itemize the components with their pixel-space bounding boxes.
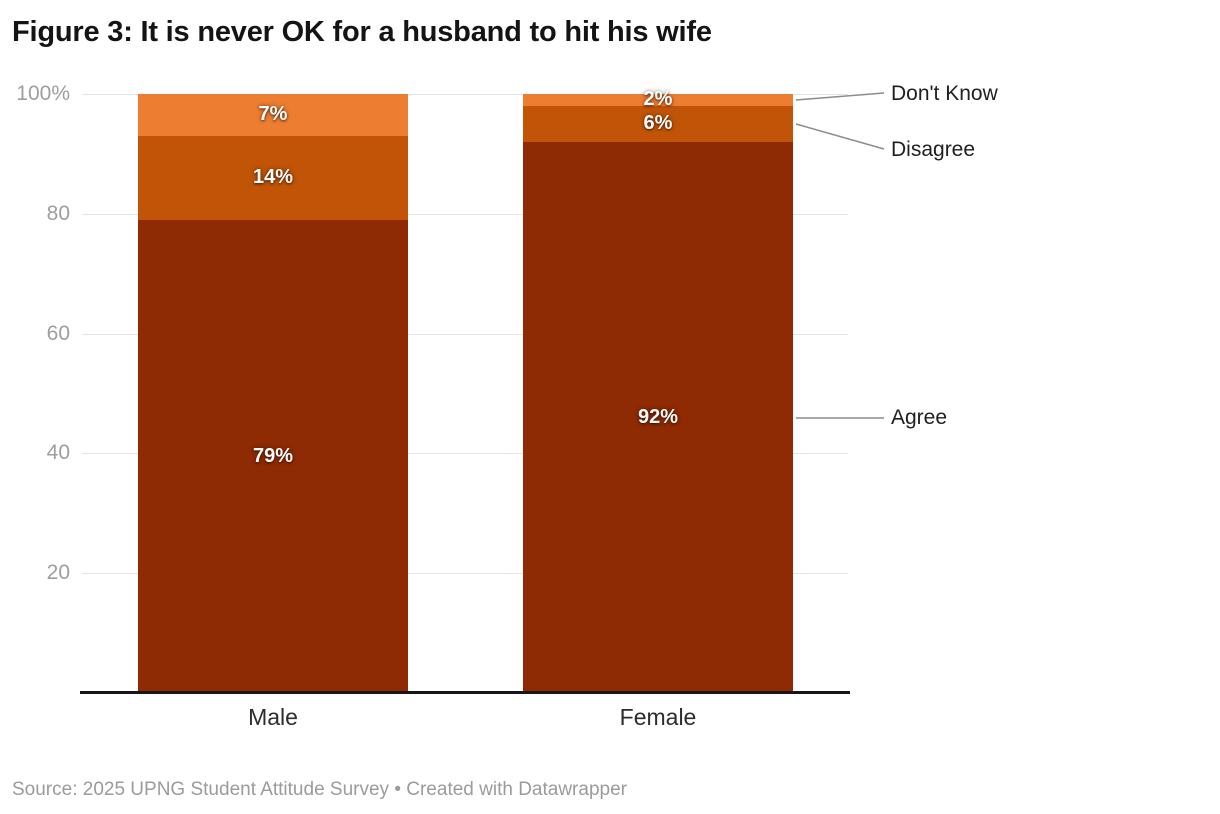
bar-value-label: 6%: [643, 112, 673, 135]
gridline: [82, 333, 848, 335]
y-axis-tick-label: 100%: [16, 82, 70, 105]
bar-segment-don-t-know: 7%: [138, 94, 408, 136]
bar-male: 7% 14% 79%: [138, 94, 408, 693]
bar-segment-disagree: 14%: [138, 135, 408, 220]
legend-label-dont-know: Don't Know: [891, 82, 998, 105]
legend-label-disagree: Disagree: [891, 138, 976, 161]
bar-value-label: 14%: [252, 166, 294, 189]
bar-segment-disagree: 6%: [523, 105, 793, 142]
x-axis-line: [80, 691, 850, 694]
gridline: [82, 573, 848, 575]
x-axis-label-female: Female: [619, 704, 697, 730]
chart-title: Figure 3: It is never OK for a husband t…: [12, 16, 712, 48]
source-footer: Source: 2025 UPNG Student Attitude Surve…: [12, 779, 627, 800]
gridline: [82, 453, 848, 455]
bar-value-label: 2%: [643, 88, 673, 111]
bar-segment-agree: 92%: [523, 141, 793, 693]
bar-segment-agree: 79%: [138, 219, 408, 693]
y-axis-tick-label: 40: [46, 441, 70, 465]
connector-disagree: [795, 123, 885, 150]
y-axis-tick-label: 80: [46, 201, 70, 225]
bar-female: 2% 6% 92%: [523, 88, 793, 693]
bar-value-label: 92%: [637, 405, 679, 428]
bar-segment-don-t-know: 2%: [523, 88, 793, 110]
x-axis-label-male: Male: [248, 704, 298, 730]
legend-label-agree: Agree: [891, 406, 948, 429]
y-axis-tick-label: 60: [46, 321, 70, 345]
gridline: [82, 213, 848, 215]
bar-value-label: 7%: [258, 103, 288, 126]
gridline: [82, 94, 848, 95]
bar-value-label: 79%: [252, 444, 294, 467]
y-axis-tick-label: 20: [46, 561, 70, 585]
